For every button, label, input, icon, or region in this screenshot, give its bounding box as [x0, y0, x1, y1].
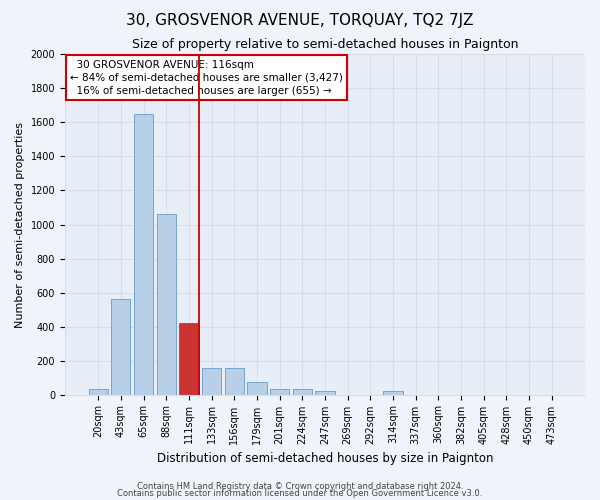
- Bar: [247, 382, 266, 394]
- Bar: [157, 214, 176, 394]
- Bar: [293, 388, 312, 394]
- Text: 30 GROSVENOR AVENUE: 116sqm
← 84% of semi-detached houses are smaller (3,427)
  : 30 GROSVENOR AVENUE: 116sqm ← 84% of sem…: [70, 60, 343, 96]
- Bar: [202, 368, 221, 394]
- Bar: [316, 391, 335, 394]
- X-axis label: Distribution of semi-detached houses by size in Paignton: Distribution of semi-detached houses by …: [157, 452, 493, 465]
- Y-axis label: Number of semi-detached properties: Number of semi-detached properties: [15, 122, 25, 328]
- Bar: [89, 390, 108, 394]
- Bar: [111, 300, 130, 394]
- Bar: [179, 323, 199, 394]
- Text: Contains HM Land Registry data © Crown copyright and database right 2024.: Contains HM Land Registry data © Crown c…: [137, 482, 463, 491]
- Bar: [270, 388, 289, 394]
- Text: Contains public sector information licensed under the Open Government Licence v3: Contains public sector information licen…: [118, 489, 482, 498]
- Text: 30, GROSVENOR AVENUE, TORQUAY, TQ2 7JZ: 30, GROSVENOR AVENUE, TORQUAY, TQ2 7JZ: [126, 12, 474, 28]
- Bar: [383, 391, 403, 394]
- Bar: [224, 368, 244, 394]
- Bar: [134, 114, 153, 394]
- Title: Size of property relative to semi-detached houses in Paignton: Size of property relative to semi-detach…: [132, 38, 518, 51]
